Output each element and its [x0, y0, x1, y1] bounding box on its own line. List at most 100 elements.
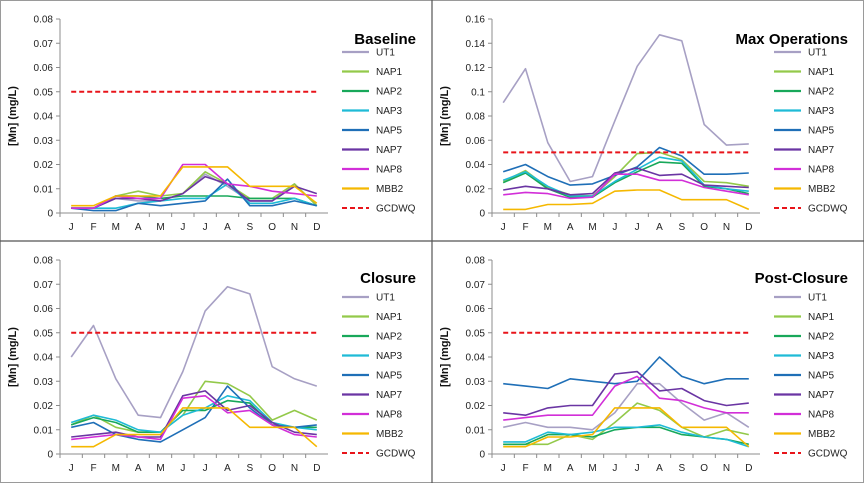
legend-label-nap7: NAP7 — [376, 390, 403, 401]
y-tick-label: 0.04 — [466, 353, 486, 364]
chart-panel-post-closure: 0 0.01 0.02 0.03 0.04 0.05 0.06 0.07 0.08 J F M A M J J… — [439, 256, 848, 475]
x-tick-label: J — [180, 222, 185, 233]
x-tick-label: J — [69, 463, 74, 474]
series-line-mbb2 — [503, 407, 750, 448]
series-line-nap1 — [503, 402, 749, 446]
legend-label-nap1: NAP1 — [808, 312, 835, 323]
series-line-mbb2 — [71, 407, 318, 448]
legend-label-mbb2: MBB2 — [808, 184, 836, 195]
series-line-nap8 — [503, 173, 749, 200]
x-tick-label: A — [567, 463, 574, 474]
y-tick-label: 0 — [47, 450, 53, 461]
legend-label-nap1: NAP1 — [376, 67, 403, 78]
series-line-nap7 — [503, 167, 749, 196]
legend-label-nap5: NAP5 — [808, 371, 835, 382]
x-tick-label: J — [203, 222, 208, 233]
series-line-nap5 — [71, 178, 317, 212]
x-tick-label: M — [112, 222, 120, 233]
x-tick-label: S — [246, 222, 253, 233]
legend-label-gcdwq: GCDWQ — [808, 449, 848, 460]
legend-label-mbb2: MBB2 — [808, 429, 836, 440]
x-tick-label: D — [313, 463, 320, 474]
x-tick-label: M — [544, 222, 552, 233]
x-tick-label: A — [224, 463, 231, 474]
legend-label-nap1: NAP1 — [808, 67, 835, 78]
legend-label-ut1: UT1 — [376, 293, 395, 304]
x-tick-label: D — [745, 463, 752, 474]
x-tick-label: F — [522, 463, 528, 474]
x-tick-label: S — [246, 463, 253, 474]
legend-label-nap3: NAP3 — [808, 351, 835, 362]
y-tick-label: 0 — [479, 450, 485, 461]
y-axis-title: [Mn] (mg/L) — [439, 86, 451, 146]
y-tick-label: 0.06 — [34, 304, 54, 315]
y-tick-label: 0.03 — [34, 136, 54, 147]
legend-label-mbb2: MBB2 — [376, 429, 404, 440]
legend-label-nap5: NAP5 — [376, 371, 403, 382]
legend-label-nap2: NAP2 — [808, 87, 835, 98]
series-line-nap3 — [71, 183, 318, 209]
x-tick-label: A — [567, 222, 574, 233]
legend-label-ut1: UT1 — [808, 293, 827, 304]
x-tick-label: M — [544, 463, 552, 474]
legend-label-nap5: NAP5 — [376, 126, 403, 137]
y-tick-label: 0 — [479, 209, 485, 220]
chart-title: Baseline — [354, 31, 416, 48]
y-tick-label: 0.03 — [34, 377, 54, 388]
chart-panel-max-operations: 0 0.02 0.04 0.06 0.08 0.1 0.12 0.14 0.16 J F M A M J J A… — [439, 15, 848, 234]
x-tick-label: M — [588, 222, 596, 233]
x-tick-label: N — [291, 222, 298, 233]
x-tick-label: J — [69, 222, 74, 233]
x-tick-label: F — [90, 463, 96, 474]
y-tick-label: 0.03 — [466, 377, 486, 388]
legend-label-ut1: UT1 — [808, 48, 827, 59]
x-tick-label: A — [224, 222, 231, 233]
x-tick-label: A — [656, 463, 663, 474]
x-tick-label: M — [156, 222, 164, 233]
legend-label-nap3: NAP3 — [376, 106, 403, 117]
legend-label-ut1: UT1 — [376, 48, 395, 59]
legend-label-nap2: NAP2 — [376, 87, 403, 98]
legend-label-nap8: NAP8 — [376, 165, 403, 176]
legend-label-nap7: NAP7 — [376, 145, 403, 156]
legend-label-nap7: NAP7 — [808, 390, 835, 401]
legend-label-nap2: NAP2 — [808, 332, 835, 343]
legend-label-nap3: NAP3 — [808, 106, 835, 117]
series-line-nap1 — [70, 380, 318, 434]
y-tick-label: 0.16 — [466, 15, 486, 26]
y-tick-label: 0.06 — [466, 136, 486, 147]
chart-panel-closure: 0 0.01 0.02 0.03 0.04 0.05 0.06 0.07 0.08 J F M A M J J… — [7, 256, 416, 475]
x-tick-label: S — [678, 222, 685, 233]
x-tick-label: A — [135, 222, 142, 233]
series-line-nap7 — [71, 390, 317, 438]
y-tick-label: 0.08 — [466, 112, 486, 123]
x-tick-label: J — [501, 463, 506, 474]
y-tick-label: 0.04 — [34, 353, 54, 364]
x-tick-label: J — [501, 222, 506, 233]
x-tick-label: M — [112, 463, 120, 474]
y-tick-label: 0.02 — [34, 401, 54, 412]
y-tick-label: 0.02 — [466, 184, 486, 195]
y-tick-label: 0.14 — [466, 39, 486, 50]
x-tick-label: O — [268, 463, 276, 474]
series-line-mbb2 — [71, 166, 318, 207]
legend-label-nap8: NAP8 — [376, 410, 403, 421]
x-tick-label: J — [612, 463, 617, 474]
x-tick-label: J — [612, 222, 617, 233]
series-line-nap8 — [503, 375, 749, 421]
legend-label-nap1: NAP1 — [376, 312, 403, 323]
legend-label-nap8: NAP8 — [808, 410, 835, 421]
y-tick-label: 0.1 — [471, 87, 485, 98]
legend-label-mbb2: MBB2 — [376, 184, 404, 195]
x-tick-label: D — [313, 222, 320, 233]
series-line-ut1 — [71, 173, 318, 209]
y-tick-label: 0.07 — [466, 280, 486, 291]
y-tick-label: 0.06 — [34, 63, 54, 74]
legend-label-gcdwq: GCDWQ — [808, 204, 848, 215]
legend-label-nap2: NAP2 — [376, 332, 403, 343]
x-tick-label: D — [745, 222, 752, 233]
series-line-ut1 — [503, 382, 750, 431]
legend-label-gcdwq: GCDWQ — [376, 204, 416, 215]
series-line-nap7 — [503, 370, 749, 417]
y-tick-label: 0.02 — [34, 160, 54, 171]
